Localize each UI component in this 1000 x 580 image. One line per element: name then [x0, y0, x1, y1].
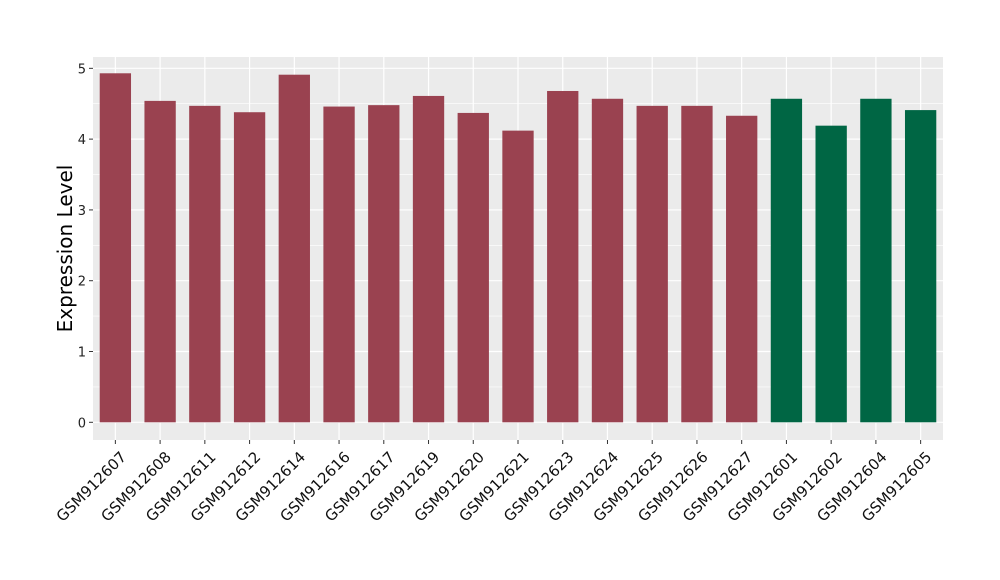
bar-GSM912625 — [636, 105, 668, 423]
x-axis: GSM912607GSM912608GSM912611GSM912612GSM9… — [53, 440, 935, 525]
bar-GSM912617 — [368, 105, 400, 423]
bar-GSM912620 — [457, 112, 489, 423]
y-axis-title: Expression Level — [53, 165, 77, 333]
bar-GSM912604 — [860, 98, 892, 423]
y-tick-label: 4 — [78, 133, 86, 148]
bar-GSM912619 — [412, 95, 445, 423]
bar-GSM912605 — [904, 110, 937, 423]
bar-GSM912612 — [233, 112, 266, 423]
bar-GSM912624 — [591, 98, 624, 423]
y-tick-label: 1 — [78, 346, 86, 361]
y-tick-label: 3 — [78, 204, 86, 219]
bars — [99, 73, 937, 423]
bar-GSM912626 — [681, 105, 713, 423]
bar-GSM912608 — [144, 100, 176, 423]
bar-GSM912621 — [502, 130, 534, 423]
bar-GSM912616 — [323, 106, 355, 423]
bar-GSM912611 — [189, 105, 221, 423]
bar-GSM912602 — [815, 125, 847, 423]
y-axis: 0 1 2 3 4 5 — [78, 62, 93, 431]
y-tick-label: 5 — [78, 62, 86, 77]
bar-GSM912627 — [726, 115, 758, 423]
bar-GSM912607 — [99, 73, 132, 423]
bar-GSM912601 — [770, 98, 803, 423]
bar-GSM912614 — [278, 74, 310, 423]
y-tick-label: 2 — [78, 275, 86, 290]
bar-GSM912623 — [547, 90, 579, 423]
y-tick-label: 0 — [78, 416, 86, 431]
